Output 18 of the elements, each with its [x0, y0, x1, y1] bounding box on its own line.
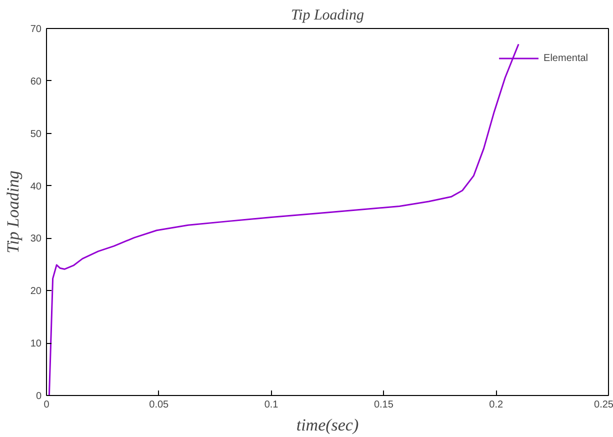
- y-tick-label: 60: [30, 76, 42, 88]
- y-tick-label: 10: [30, 338, 42, 350]
- y-tick-label: 50: [30, 128, 42, 140]
- x-tick-label: 0.25: [594, 400, 613, 410]
- y-tick-label: 30: [30, 234, 42, 245]
- y-axis-title: Tip Loading: [3, 170, 22, 254]
- y-tick-label: 70: [30, 24, 42, 35]
- x-tick-label: 0.2: [489, 400, 504, 410]
- y-tick-label: 20: [30, 286, 42, 298]
- x-tick-label: 0.05: [149, 400, 170, 410]
- x-tick-label: 0: [44, 400, 50, 410]
- y-tick-label: 0: [36, 391, 42, 402]
- chart-title: Tip Loading: [291, 8, 364, 24]
- legend-label: Elemental: [544, 52, 588, 64]
- x-tick-label: 0.1: [264, 400, 279, 410]
- y-tick-label: 40: [30, 181, 42, 192]
- x-axis-title: time(sec): [296, 416, 359, 434]
- x-tick-label: 0.15: [374, 400, 394, 410]
